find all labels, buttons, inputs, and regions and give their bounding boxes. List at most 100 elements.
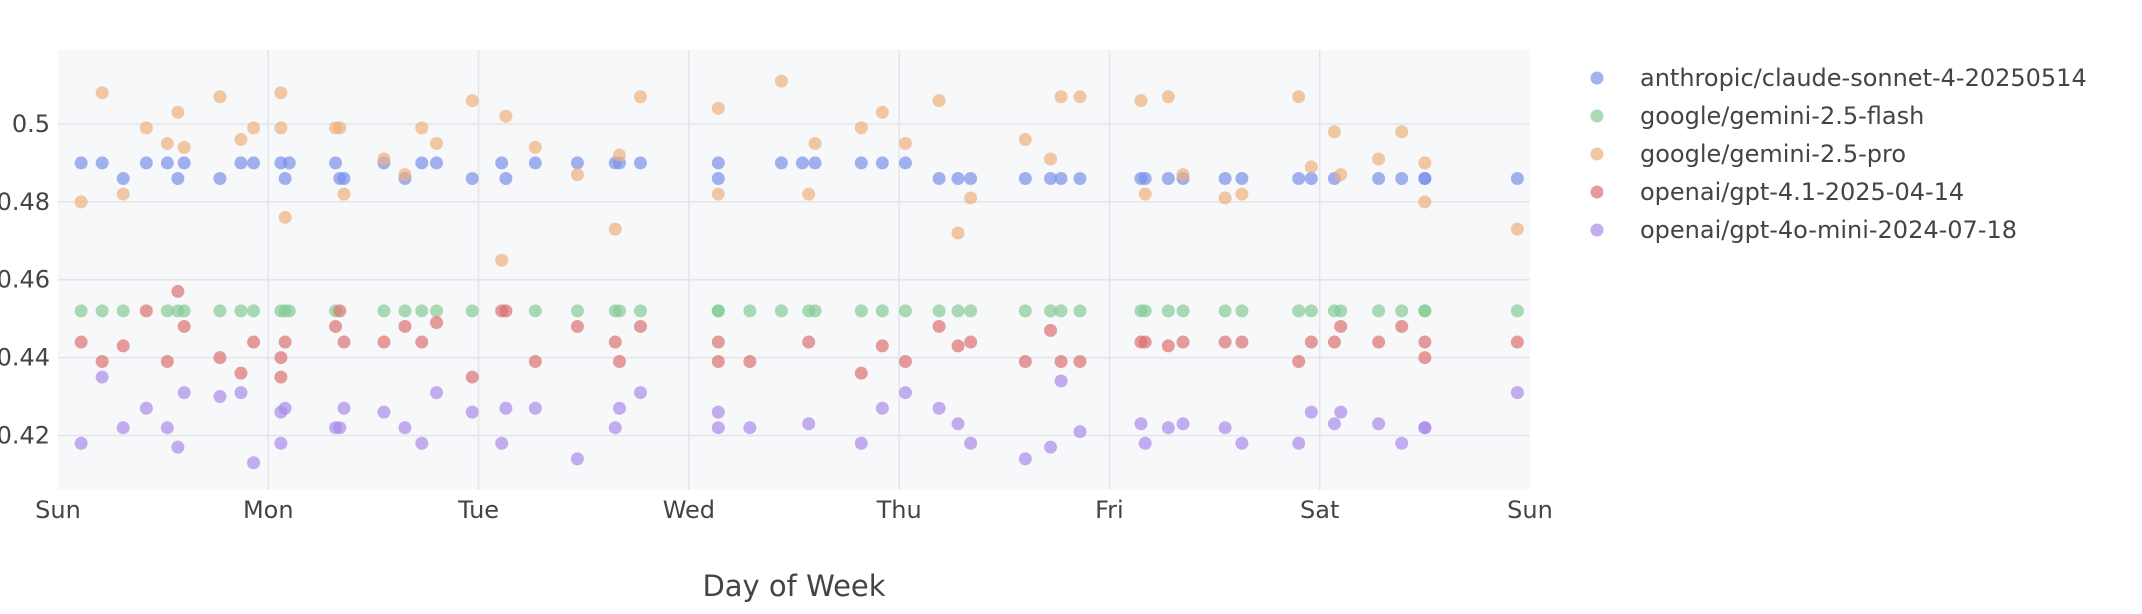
data-point[interactable] <box>274 436 288 450</box>
data-point[interactable] <box>499 171 513 185</box>
data-point[interactable] <box>1334 304 1348 318</box>
data-point[interactable] <box>177 386 191 400</box>
data-point[interactable] <box>1054 304 1068 318</box>
data-point[interactable] <box>1138 304 1152 318</box>
data-point[interactable] <box>711 421 725 435</box>
data-point[interactable] <box>1073 171 1087 185</box>
data-point[interactable] <box>329 156 343 170</box>
data-point[interactable] <box>1138 335 1152 349</box>
data-point[interactable] <box>1235 304 1249 318</box>
legend-item[interactable]: openai/gpt-4.1-2025-04-14 <box>1590 178 1965 206</box>
data-point[interactable] <box>1510 386 1524 400</box>
data-point[interactable] <box>951 171 965 185</box>
data-point[interactable] <box>898 355 912 369</box>
data-point[interactable] <box>74 335 88 349</box>
data-point[interactable] <box>1176 168 1190 182</box>
data-point[interactable] <box>1395 436 1409 450</box>
data-point[interactable] <box>74 436 88 450</box>
data-point[interactable] <box>278 210 292 224</box>
legend-item[interactable]: anthropic/claude-sonnet-4-20250514 <box>1590 64 2087 92</box>
data-point[interactable] <box>1292 436 1306 450</box>
data-point[interactable] <box>415 304 429 318</box>
data-point[interactable] <box>1044 171 1058 185</box>
data-point[interactable] <box>1395 125 1409 139</box>
data-point[interactable] <box>430 304 444 318</box>
data-point[interactable] <box>1334 319 1348 333</box>
data-point[interactable] <box>1418 335 1432 349</box>
data-point[interactable] <box>495 253 509 267</box>
data-point[interactable] <box>160 156 174 170</box>
data-point[interactable] <box>430 156 444 170</box>
data-point[interactable] <box>612 401 626 415</box>
data-point[interactable] <box>499 109 513 123</box>
data-point[interactable] <box>1327 417 1341 431</box>
data-point[interactable] <box>1044 323 1058 337</box>
data-point[interactable] <box>160 355 174 369</box>
data-point[interactable] <box>465 405 479 419</box>
data-point[interactable] <box>1418 421 1432 435</box>
data-point[interactable] <box>774 156 788 170</box>
data-point[interactable] <box>398 421 412 435</box>
data-point[interactable] <box>398 168 412 182</box>
data-point[interactable] <box>430 386 444 400</box>
data-point[interactable] <box>1176 335 1190 349</box>
data-point[interactable] <box>854 156 868 170</box>
data-point[interactable] <box>608 421 622 435</box>
data-point[interactable] <box>964 171 978 185</box>
data-point[interactable] <box>337 187 351 201</box>
legend-item[interactable]: openai/gpt-4o-mini-2024-07-18 <box>1590 216 2018 244</box>
data-point[interactable] <box>932 94 946 108</box>
data-point[interactable] <box>711 304 725 318</box>
data-point[interactable] <box>711 405 725 419</box>
data-point[interactable] <box>177 319 191 333</box>
data-point[interactable] <box>898 304 912 318</box>
data-point[interactable] <box>964 304 978 318</box>
data-point[interactable] <box>1304 405 1318 419</box>
data-point[interactable] <box>465 370 479 384</box>
data-point[interactable] <box>139 401 153 415</box>
data-point[interactable] <box>633 156 647 170</box>
data-point[interactable] <box>774 304 788 318</box>
data-point[interactable] <box>1418 171 1432 185</box>
data-point[interactable] <box>1372 304 1386 318</box>
data-point[interactable] <box>74 195 88 209</box>
data-point[interactable] <box>808 136 822 150</box>
data-point[interactable] <box>398 319 412 333</box>
data-point[interactable] <box>1292 304 1306 318</box>
data-point[interactable] <box>875 339 889 353</box>
data-point[interactable] <box>1161 304 1175 318</box>
data-point[interactable] <box>1054 90 1068 104</box>
data-point[interactable] <box>1218 171 1232 185</box>
data-point[interactable] <box>274 86 288 100</box>
data-point[interactable] <box>337 171 351 185</box>
data-point[interactable] <box>377 152 391 166</box>
data-point[interactable] <box>1292 171 1306 185</box>
data-point[interactable] <box>499 304 513 318</box>
data-point[interactable] <box>1161 339 1175 353</box>
data-point[interactable] <box>430 316 444 330</box>
data-point[interactable] <box>234 133 248 147</box>
data-point[interactable] <box>1510 335 1524 349</box>
data-point[interactable] <box>495 436 509 450</box>
data-point[interactable] <box>612 304 626 318</box>
data-point[interactable] <box>528 304 542 318</box>
data-point[interactable] <box>377 335 391 349</box>
data-point[interactable] <box>1161 90 1175 104</box>
data-point[interactable] <box>213 390 227 404</box>
data-point[interactable] <box>932 171 946 185</box>
data-point[interactable] <box>633 304 647 318</box>
data-point[interactable] <box>802 335 816 349</box>
data-point[interactable] <box>465 304 479 318</box>
data-point[interactable] <box>608 335 622 349</box>
data-point[interactable] <box>1218 335 1232 349</box>
data-point[interactable] <box>711 335 725 349</box>
data-point[interactable] <box>528 355 542 369</box>
data-point[interactable] <box>177 304 191 318</box>
data-point[interactable] <box>171 105 185 119</box>
data-point[interactable] <box>415 436 429 450</box>
data-point[interactable] <box>278 401 292 415</box>
data-point[interactable] <box>608 222 622 236</box>
data-point[interactable] <box>570 319 584 333</box>
data-point[interactable] <box>337 335 351 349</box>
data-point[interactable] <box>234 156 248 170</box>
